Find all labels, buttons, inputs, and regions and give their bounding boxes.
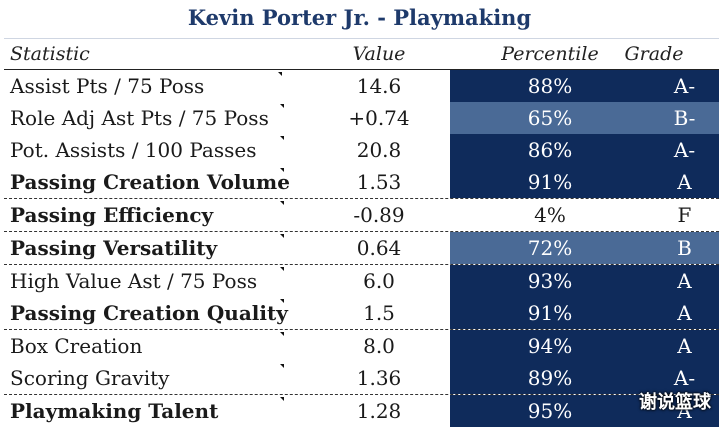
stat-percentile: 93%: [450, 265, 650, 297]
stat-label: Passing Creation Quality: [10, 301, 288, 325]
header-value: Value: [352, 43, 406, 65]
stat-label: Pot. Assists / 100 Passes: [10, 138, 257, 162]
stat-value: 8.0: [363, 334, 395, 358]
stat-value: 1.36: [356, 366, 402, 390]
table-row: Scoring Gravity 1.36 89% A-: [4, 362, 719, 395]
stat-grade: B: [650, 232, 719, 264]
note-marker-icon: [280, 104, 284, 108]
table-header-row: Statistic Value Percentile Grade: [4, 38, 719, 70]
stat-value: 20.8: [356, 138, 402, 162]
stat-grade: F: [677, 203, 692, 227]
stat-value: 1.28: [356, 399, 402, 423]
note-marker-icon: [280, 168, 284, 172]
stat-value: 0.64: [356, 236, 402, 260]
watermark-text: 谢说篮球: [639, 392, 711, 413]
note-marker-icon: [280, 332, 284, 336]
stat-label: Passing Creation Volume: [10, 170, 290, 194]
stat-grade: A: [650, 166, 719, 198]
note-marker-icon: [280, 201, 284, 205]
header-grade: Grade: [624, 43, 684, 65]
header-statistic: Statistic: [10, 43, 90, 65]
table-row: Role Adj Ast Pts / 75 Poss +0.74 65% B-: [4, 102, 719, 134]
stat-percentile: 91%: [450, 166, 650, 198]
stat-value: -0.89: [353, 203, 405, 227]
table-row: Assist Pts / 75 Poss 14.6 88% A-: [4, 70, 719, 102]
stat-percentile: 95%: [450, 395, 650, 427]
stat-percentile: 86%: [450, 134, 650, 166]
stat-label: Scoring Gravity: [10, 366, 170, 390]
note-marker-icon: [280, 136, 284, 140]
stat-label: High Value Ast / 75 Poss: [10, 269, 258, 293]
stat-value: +0.74: [348, 106, 410, 130]
stat-label: Passing Efficiency: [10, 203, 214, 227]
stat-grade: B-: [650, 102, 719, 134]
stat-percentile: 91%: [450, 297, 650, 329]
stat-label: Box Creation: [10, 334, 143, 358]
table-row: Box Creation 8.0 94% A: [4, 330, 719, 362]
note-marker-icon: [280, 267, 284, 271]
stat-grade: A: [650, 395, 719, 427]
stat-grade: A: [650, 297, 719, 329]
table-title: Kevin Porter Jr. - Playmaking: [187, 5, 532, 30]
header-percentile: Percentile: [501, 43, 599, 65]
table-row: High Value Ast / 75 Poss 6.0 93% A: [4, 265, 719, 297]
note-marker-icon: [280, 364, 284, 368]
table-row: Pot. Assists / 100 Passes 20.8 86% A-: [4, 134, 719, 166]
table-row: Passing Versatility 0.64 72% B: [4, 232, 719, 265]
note-marker-icon: [280, 299, 284, 303]
stat-grade: A: [650, 265, 719, 297]
stat-value: 6.0: [363, 269, 395, 293]
stat-grade: A-: [650, 362, 719, 394]
stat-label: Passing Versatility: [10, 236, 218, 260]
playmaking-table: Statistic Value Percentile Grade Assist …: [4, 38, 719, 427]
stat-label: Playmaking Talent: [10, 399, 219, 423]
stat-percentile: 4%: [534, 203, 566, 227]
stat-label: Assist Pts / 75 Poss: [10, 74, 205, 98]
stat-percentile: 89%: [450, 362, 650, 394]
stat-percentile: 65%: [450, 102, 650, 134]
note-marker-icon: [278, 72, 282, 76]
table-row: Passing Creation Volume 1.53 91% A: [4, 166, 719, 199]
table-row: Playmaking Talent 1.28 95% A: [4, 395, 719, 427]
stat-percentile: 94%: [450, 330, 650, 362]
table-row: Passing Efficiency -0.89 4% F: [4, 199, 719, 232]
stat-percentile: 72%: [450, 232, 650, 264]
stat-percentile: 88%: [450, 70, 650, 102]
stat-value: 1.5: [363, 301, 395, 325]
note-marker-icon: [280, 234, 284, 238]
stat-value: 1.53: [356, 170, 402, 194]
note-marker-icon: [280, 397, 284, 401]
stat-grade: A-: [650, 70, 719, 102]
stat-label: Role Adj Ast Pts / 75 Poss: [10, 106, 269, 130]
stat-grade: A: [650, 330, 719, 362]
stat-grade: A-: [650, 134, 719, 166]
table-row: Passing Creation Quality 1.5 91% A: [4, 297, 719, 330]
stat-value: 14.6: [356, 74, 402, 98]
